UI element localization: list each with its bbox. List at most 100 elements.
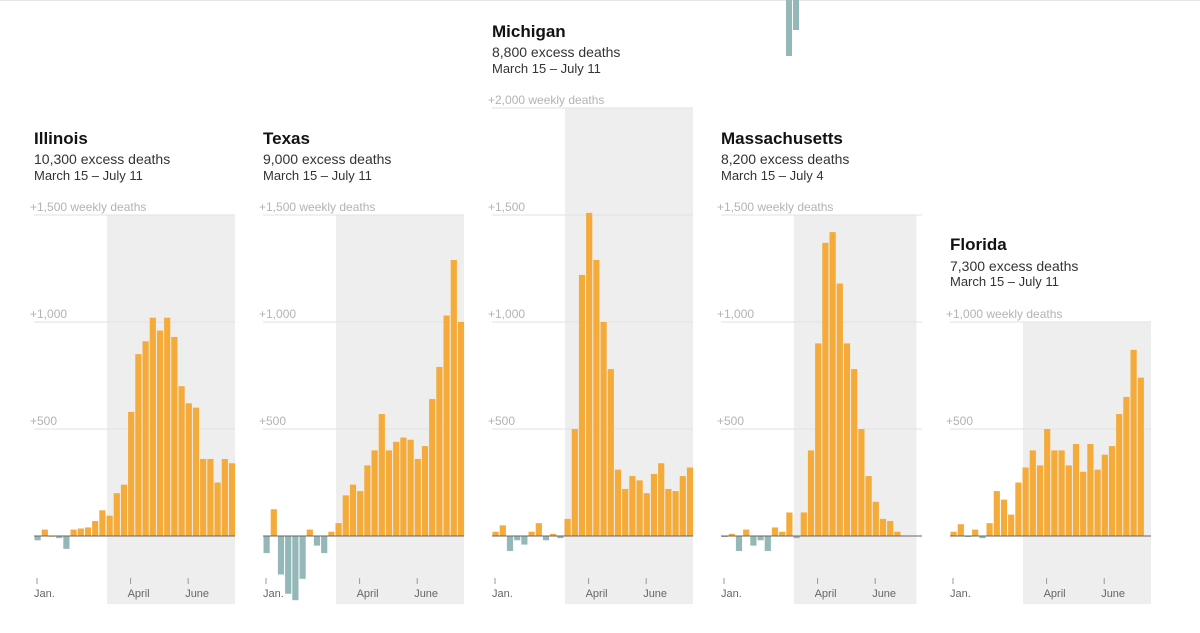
bar (815, 343, 822, 536)
bar (1044, 429, 1051, 536)
bar (364, 465, 371, 536)
bar (593, 259, 600, 536)
bar (894, 531, 901, 536)
date-range-label: March 15 – July 11 (492, 61, 601, 76)
panel-massachusetts: Massachusetts 8,200 excess deaths March … (717, 0, 935, 633)
bar (342, 495, 349, 536)
bar (164, 317, 171, 536)
chart-florida: +1,000 weekly deaths +500 Jan. April June (946, 307, 1151, 605)
y-tick-label: +500 (259, 414, 286, 428)
bar (836, 283, 843, 536)
y-tick-label: +1,000 (259, 307, 296, 321)
bar (1022, 467, 1029, 536)
bar (586, 212, 593, 537)
bar (535, 523, 542, 536)
bar (528, 531, 535, 536)
bar (1065, 465, 1072, 536)
bar (851, 369, 858, 536)
excess-deaths-label: 10,300 excess deaths (34, 151, 171, 167)
bar (571, 429, 578, 536)
bar (665, 488, 672, 536)
bar (964, 536, 972, 538)
bar (672, 491, 679, 536)
bar (757, 536, 764, 541)
bar (149, 317, 156, 536)
state-title: Michigan (492, 22, 566, 41)
date-range-label: March 15 – July 11 (263, 168, 372, 183)
bar (421, 446, 429, 536)
y-tick-label: +1,500 weekly deaths (259, 200, 375, 214)
bar (492, 531, 499, 536)
bar (1000, 499, 1008, 536)
bar (335, 523, 342, 536)
bar (1058, 450, 1065, 536)
x-tick-label: June (185, 588, 209, 600)
chart-massachusetts: +1,500 weekly deaths +1,000 +500 Jan. April J… (717, 200, 922, 605)
bar (285, 536, 292, 594)
bar (113, 493, 120, 536)
y-tick-label: +1,500 weekly deaths (717, 200, 833, 214)
bar (443, 315, 450, 536)
bar (764, 536, 771, 551)
bar (200, 458, 207, 536)
x-tick-label: June (872, 588, 896, 600)
bar (793, 0, 799, 30)
y-tick-label: +500 (946, 414, 973, 428)
bar (550, 533, 557, 536)
bar (786, 512, 793, 536)
x-tick-label: April (815, 588, 837, 600)
bar (34, 536, 41, 541)
bar (1036, 465, 1044, 536)
bar (171, 336, 178, 536)
y-tick-label: +1,000 (717, 307, 754, 321)
bar (686, 467, 694, 536)
y-tick-label: +2,000 weekly deaths (488, 93, 604, 107)
bar (1008, 514, 1015, 536)
x-tick-label: April (128, 588, 150, 600)
bar (63, 536, 70, 549)
x-tick-label: April (1044, 588, 1066, 600)
bar (887, 521, 894, 536)
bar (658, 463, 665, 536)
bar (1108, 446, 1116, 536)
bar (1051, 450, 1058, 536)
bar (207, 458, 214, 536)
panel-florida: Florida 7,300 excess deaths March 15 – J… (946, 0, 1164, 633)
bar (829, 232, 836, 536)
bar (793, 536, 800, 539)
bar (277, 536, 285, 575)
bar (1094, 469, 1101, 536)
bar (56, 536, 63, 539)
bar (865, 476, 872, 536)
bar (414, 458, 421, 536)
bar (614, 469, 622, 536)
chart-texas: +1,500 weekly deaths +1,000 +500 Jan. April J… (259, 200, 465, 605)
bar (636, 480, 643, 536)
shaded-period (336, 215, 464, 605)
bar (371, 450, 378, 536)
bar (721, 536, 728, 538)
bar (92, 521, 99, 536)
chart-illinois: +1,500 weekly deaths +1,000 +500 Jan. April J… (30, 200, 236, 605)
bar (950, 531, 957, 536)
bar (41, 529, 48, 536)
state-title: Illinois (34, 129, 88, 148)
bar (1137, 377, 1144, 536)
bar (643, 493, 650, 536)
bar (578, 274, 586, 536)
bar (822, 242, 829, 536)
state-title: Florida (950, 235, 1007, 254)
bar (1087, 443, 1094, 536)
bar (436, 366, 443, 536)
bar (879, 518, 887, 536)
bar (142, 341, 149, 536)
bar (99, 510, 106, 536)
bar (357, 491, 364, 536)
excess-deaths-label: 8,200 excess deaths (721, 151, 850, 167)
x-tick-label: June (414, 588, 438, 600)
bar (600, 322, 607, 536)
bar (1080, 471, 1087, 536)
bar (743, 529, 750, 536)
bar (542, 536, 550, 541)
bar (120, 484, 128, 536)
